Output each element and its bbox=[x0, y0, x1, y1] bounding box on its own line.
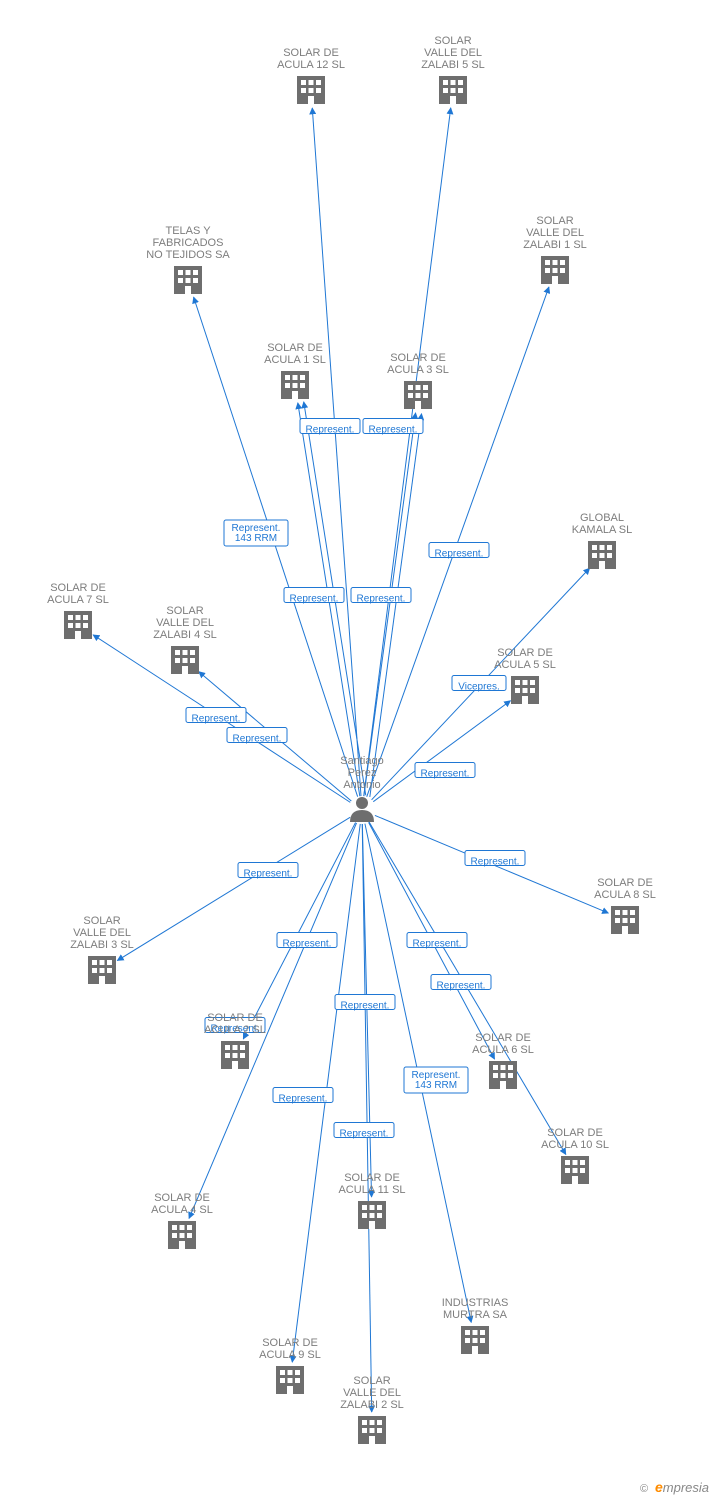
person-node[interactable]: SantiagoPerezAntonio bbox=[340, 755, 383, 822]
company-node[interactable]: SOLARVALLE DELZALABI 2 SL bbox=[340, 1375, 404, 1444]
company-node[interactable]: SOLAR DEACULA 12 SL bbox=[277, 47, 345, 104]
building-icon bbox=[276, 1366, 304, 1394]
edge bbox=[364, 413, 416, 796]
edge bbox=[362, 824, 371, 1412]
network-diagram: Represent.143 RRM Represent. Represent. Rep… bbox=[0, 0, 728, 1500]
company-node[interactable]: SOLAR DEACULA 4 SL bbox=[151, 1192, 213, 1249]
edge-label: Represent. bbox=[369, 424, 418, 435]
company-node[interactable]: SOLAR DEACULA 3 SL bbox=[387, 352, 449, 409]
node-label: INDUSTRIASMURTRA SA bbox=[442, 1297, 509, 1321]
node-label: SOLAR DEACULA 5 SL bbox=[494, 647, 556, 671]
building-icon bbox=[358, 1416, 386, 1444]
company-node[interactable]: SOLARVALLE DELZALABI 3 SL bbox=[70, 915, 134, 984]
edge-label: Represent. bbox=[279, 1093, 328, 1104]
edge-label: Represent. bbox=[192, 713, 241, 724]
building-icon bbox=[174, 266, 202, 294]
node-label: TELAS YFABRICADOSNO TEJIDOS SA bbox=[146, 225, 230, 261]
edge-label: Represent. bbox=[357, 593, 406, 604]
node-label: SOLAR DEACULA 1 SL bbox=[264, 342, 326, 366]
person-icon bbox=[350, 797, 374, 822]
edge-label: Represent. bbox=[306, 424, 355, 435]
company-node[interactable]: SOLARVALLE DELZALABI 5 SL bbox=[421, 35, 485, 104]
building-icon bbox=[439, 76, 467, 104]
building-icon bbox=[461, 1326, 489, 1354]
building-icon bbox=[168, 1221, 196, 1249]
company-node[interactable]: SOLAR DEACULA 2 SL bbox=[204, 1012, 266, 1069]
node-label: SOLAR DEACULA 12 SL bbox=[277, 47, 345, 71]
building-icon bbox=[64, 611, 92, 639]
building-icon bbox=[88, 956, 116, 984]
company-node[interactable]: SOLAR DEACULA 8 SL bbox=[594, 877, 656, 934]
building-icon bbox=[221, 1041, 249, 1069]
footer: © empresia bbox=[640, 1479, 709, 1495]
node-label: SantiagoPerezAntonio bbox=[340, 755, 383, 791]
edge-label: Represent. bbox=[340, 1128, 389, 1139]
building-icon bbox=[511, 676, 539, 704]
building-icon bbox=[541, 256, 569, 284]
edge bbox=[373, 701, 510, 802]
edge-label: Represent. bbox=[413, 938, 462, 949]
node-label: SOLAR DEACULA 8 SL bbox=[594, 877, 656, 901]
edge-label: Represent. bbox=[233, 733, 282, 744]
building-icon bbox=[489, 1061, 517, 1089]
company-node[interactable]: SOLAR DEACULA 1 SL bbox=[264, 342, 326, 399]
company-node[interactable]: SOLAR DEACULA 7 SL bbox=[47, 582, 109, 639]
edge-label: Represent. bbox=[244, 868, 293, 879]
edge-label: Represent. bbox=[421, 768, 470, 779]
company-node[interactable]: SOLAR DEACULA 6 SL bbox=[472, 1032, 534, 1089]
edge-label: Represent.143 RRM bbox=[412, 1070, 461, 1091]
company-node[interactable]: GLOBALKAMALA SL bbox=[572, 512, 633, 569]
copyright-symbol: © bbox=[640, 1483, 648, 1495]
node-label: SOLAR DEACULA 10 SL bbox=[541, 1127, 609, 1151]
edge bbox=[370, 414, 422, 797]
edge-label: Represent. bbox=[435, 548, 484, 559]
node-label: SOLAR DEACULA 3 SL bbox=[387, 352, 449, 376]
node-label: SOLAR DEACULA 9 SL bbox=[259, 1337, 321, 1361]
node-label: SOLARVALLE DELZALABI 1 SL bbox=[523, 215, 587, 251]
company-node[interactable]: SOLAR DEACULA 10 SL bbox=[541, 1127, 609, 1184]
building-icon bbox=[297, 76, 325, 104]
node-label: SOLAR DEACULA 4 SL bbox=[151, 1192, 213, 1216]
building-icon bbox=[404, 381, 432, 409]
node-label: SOLAR DEACULA 7 SL bbox=[47, 582, 109, 606]
building-icon bbox=[358, 1201, 386, 1229]
building-icon bbox=[561, 1156, 589, 1184]
node-label: SOLAR DEACULA 6 SL bbox=[472, 1032, 534, 1056]
company-node[interactable]: SOLAR DEACULA 9 SL bbox=[259, 1337, 321, 1394]
edge-label: Represent. bbox=[283, 938, 332, 949]
building-icon bbox=[588, 541, 616, 569]
edge bbox=[364, 108, 451, 796]
company-node[interactable]: SOLARVALLE DELZALABI 1 SL bbox=[523, 215, 587, 284]
node-label: SOLARVALLE DELZALABI 3 SL bbox=[70, 915, 134, 951]
edge-label: Represent. bbox=[290, 593, 339, 604]
building-icon bbox=[281, 371, 309, 399]
node-label: SOLAR DEACULA 2 SL bbox=[204, 1012, 266, 1036]
company-node[interactable]: SOLARVALLE DELZALABI 4 SL bbox=[153, 605, 217, 674]
node-label: SOLARVALLE DELZALABI 2 SL bbox=[340, 1375, 404, 1411]
node-label: GLOBALKAMALA SL bbox=[572, 512, 633, 536]
edge-label: Vicepres. bbox=[458, 681, 500, 692]
edge-label: Represent. bbox=[437, 980, 486, 991]
company-node[interactable]: TELAS YFABRICADOSNO TEJIDOS SA bbox=[146, 225, 230, 294]
edge-label: Represent. bbox=[471, 856, 520, 867]
node-label: SOLARVALLE DELZALABI 5 SL bbox=[421, 35, 485, 71]
building-icon bbox=[171, 646, 199, 674]
company-node[interactable]: SOLAR DEACULA 11 SL bbox=[338, 1172, 405, 1229]
edge-label: Represent.143 RRM bbox=[232, 523, 281, 544]
node-label: SOLAR DEACULA 11 SL bbox=[338, 1172, 405, 1196]
company-node[interactable]: INDUSTRIASMURTRA SA bbox=[442, 1297, 509, 1354]
node-label: SOLARVALLE DELZALABI 4 SL bbox=[153, 605, 217, 641]
edge bbox=[312, 108, 361, 796]
edge-label: Represent. bbox=[341, 1000, 390, 1011]
brand-logo: empresia bbox=[655, 1479, 709, 1495]
building-icon bbox=[611, 906, 639, 934]
